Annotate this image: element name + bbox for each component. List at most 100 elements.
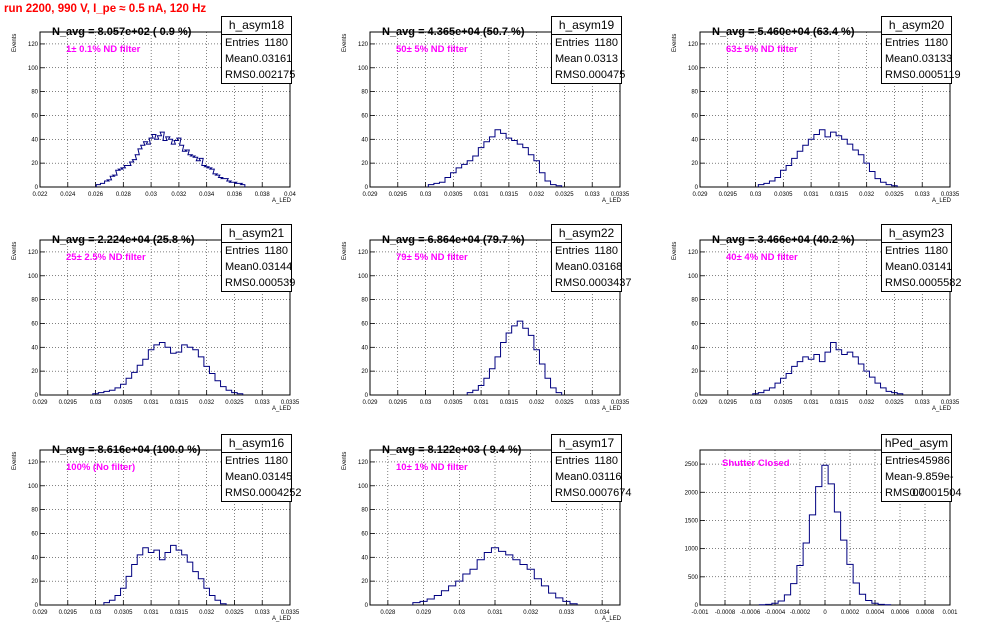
stat-value: 0.000539 <box>249 275 295 291</box>
stat-box-title: h_asym20 <box>882 17 951 35</box>
filter-label: 10± 1% ND filter <box>396 462 468 473</box>
histogram-bin <box>105 181 109 187</box>
histogram-bin <box>881 388 887 395</box>
histogram-bin <box>886 391 892 395</box>
stat-label: Mean <box>225 259 253 275</box>
x-tick-label: 0.032 <box>859 192 875 198</box>
histogram-bin <box>784 595 790 605</box>
histogram-bin <box>786 166 792 187</box>
histogram-bin <box>226 390 232 395</box>
x-tick-label: 0.029 <box>416 610 432 616</box>
y-tick-label: 80 <box>691 298 698 304</box>
x-tick-label: 0.0305 <box>444 400 463 406</box>
x-tick-label: 0.0295 <box>59 610 78 616</box>
histogram-bin <box>477 560 484 605</box>
histogram-bin <box>441 591 448 605</box>
x-tick-label: 0.033 <box>255 610 271 616</box>
histogram-bin <box>473 156 479 187</box>
histogram-bin <box>769 181 775 187</box>
y-tick-label: 120 <box>28 460 39 466</box>
histogram-bin <box>193 350 199 395</box>
y-tick-label: 0 <box>695 603 699 609</box>
histogram-bin <box>126 378 132 395</box>
histogram-bin <box>154 550 160 605</box>
histogram-bin <box>165 553 171 605</box>
histogram-bin <box>819 130 825 187</box>
histogram-bin <box>528 155 534 187</box>
histogram-bin <box>539 364 545 395</box>
histogram-bin <box>176 352 182 395</box>
y-tick-label: 120 <box>358 460 369 466</box>
stat-value: 0.0313 <box>584 51 618 67</box>
x-tick-label: 0.029 <box>692 400 708 406</box>
y-axis-label: Events <box>12 34 18 52</box>
histogram-bin <box>115 595 121 605</box>
y-tick-label: 20 <box>361 579 368 585</box>
y-tick-label: 100 <box>358 484 369 490</box>
stat-label: Mean <box>885 469 913 485</box>
x-tick-label: 0.031 <box>474 400 490 406</box>
stat-value: 0.03168 <box>583 259 623 275</box>
y-tick-label: 80 <box>31 90 38 96</box>
histogram-bin <box>182 151 186 187</box>
y-axis-label: Events <box>12 452 18 470</box>
histogram-bin <box>171 353 177 395</box>
y-axis-label: Events <box>342 452 348 470</box>
filter-label: 25± 2.5% ND filter <box>66 252 146 263</box>
histogram-bin <box>163 141 167 188</box>
x-tick-label: -0.0002 <box>790 610 811 616</box>
x-tick-label: 0.031 <box>804 400 820 406</box>
histogram-bin <box>188 155 192 187</box>
histogram-bin <box>539 173 545 187</box>
histogram-bin <box>797 151 803 187</box>
y-tick-label: 100 <box>688 66 699 72</box>
x-tick-label: 0.031 <box>474 192 490 198</box>
histogram-bin <box>115 388 121 395</box>
histogram-bin <box>445 177 451 187</box>
y-tick-label: 0 <box>35 393 39 399</box>
navg-label: N_avg = 8.057e+02 ( 0.9 %) <box>52 26 191 38</box>
y-tick-label: 80 <box>361 90 368 96</box>
x-tick-label: 0.032 <box>199 610 215 616</box>
histogram-bin <box>549 593 556 605</box>
histogram-bin <box>556 598 563 605</box>
stat-value: 1180 <box>594 453 618 469</box>
x-tick-label: 0.0325 <box>225 610 244 616</box>
histogram-outline <box>753 343 903 395</box>
navg-label: N_avg = 4.365e+04 (50.7 %) <box>382 26 524 38</box>
y-tick-label: 80 <box>361 508 368 514</box>
x-tick-label: 0.0305 <box>114 400 133 406</box>
x-tick-label: 0.033 <box>559 610 575 616</box>
y-tick-label: 20 <box>31 369 38 375</box>
y-tick-label: 20 <box>691 369 698 375</box>
histogram-bin <box>132 372 138 395</box>
x-tick-label: 0.0004 <box>866 610 885 616</box>
x-tick-label: 0.03 <box>145 192 157 198</box>
histogram-bin <box>495 130 501 187</box>
x-tick-label: 0.031 <box>487 610 503 616</box>
histogram-bin <box>501 343 507 395</box>
histogram-bin <box>792 366 798 395</box>
histogram-bin <box>193 572 199 605</box>
y-tick-label: 20 <box>361 161 368 167</box>
stat-label: Mean <box>225 469 253 485</box>
histogram-bin <box>141 145 145 187</box>
stat-label: RMS <box>555 67 579 83</box>
histogram-bin <box>143 548 149 605</box>
stat-label: Entries <box>885 35 919 51</box>
x-tick-label: 0.033 <box>585 192 601 198</box>
histogram-bin <box>166 137 170 187</box>
histogram-bin <box>545 181 551 187</box>
histogram-bin <box>858 364 864 395</box>
x-tick-label: 0.029 <box>362 192 378 198</box>
histogram-bin <box>118 169 122 187</box>
x-tick-label: -0.0006 <box>740 610 761 616</box>
